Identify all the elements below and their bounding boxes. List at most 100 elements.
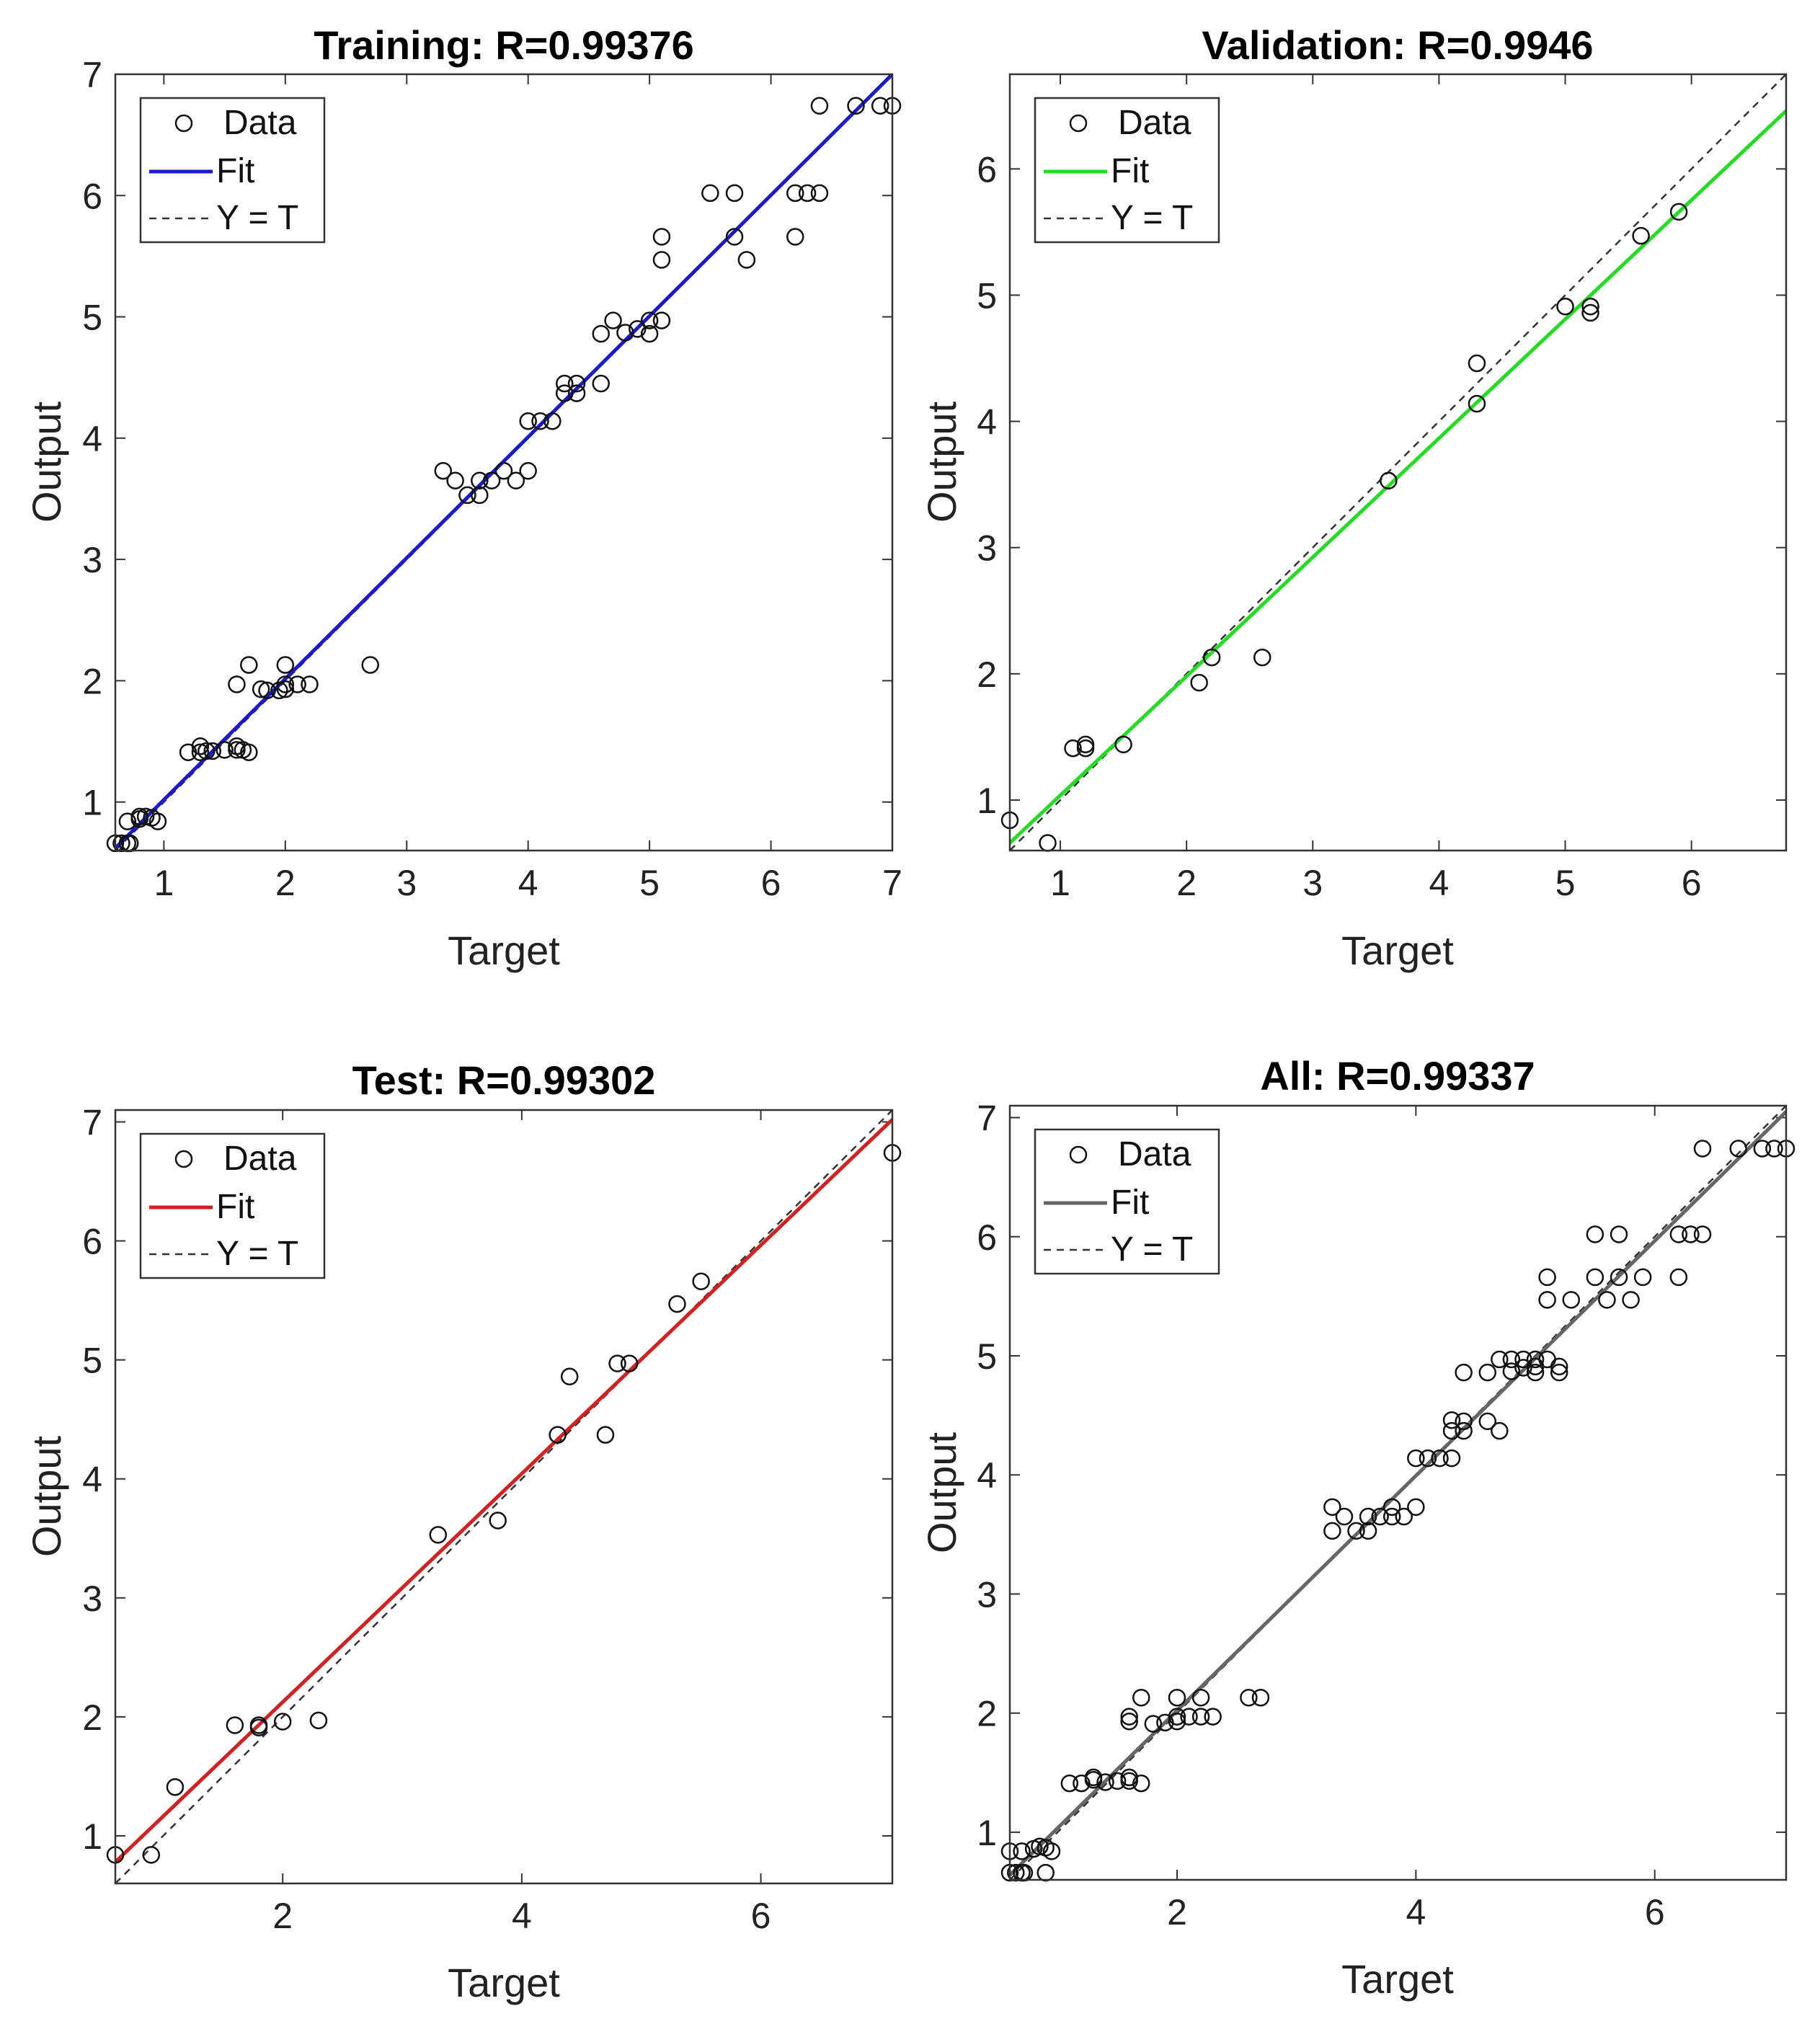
y-tick-label: 7 <box>977 1098 997 1139</box>
legend-entry: Data <box>1118 104 1191 142</box>
data-point <box>652 251 671 269</box>
data-point <box>640 311 659 329</box>
data-point <box>1598 1291 1616 1309</box>
y-tick-label: 3 <box>82 1579 102 1619</box>
data-point <box>1371 1507 1389 1526</box>
data-point <box>798 184 817 203</box>
axis-box <box>114 1109 894 1885</box>
legend-entry: Y = T <box>216 199 298 237</box>
y-tick-label: 5 <box>82 298 102 338</box>
fit-line <box>115 74 892 850</box>
y-tick-label: 1 <box>977 1813 997 1853</box>
data-point <box>737 251 756 269</box>
x-tick-label: 6 <box>1682 863 1702 903</box>
data-point <box>543 412 561 430</box>
data-point <box>1622 1291 1640 1309</box>
data-point <box>273 1713 292 1731</box>
data-point <box>555 374 574 393</box>
data-point <box>692 1272 710 1290</box>
data-point <box>1514 1359 1532 1377</box>
x-tick-label: 2 <box>272 1896 293 1936</box>
legend-entry: Y = T <box>216 1235 298 1273</box>
y-tick-label: 5 <box>82 1341 102 1381</box>
data-point <box>252 680 270 698</box>
data-point <box>616 324 634 342</box>
data-point <box>1753 1140 1772 1158</box>
data-point <box>1491 1421 1509 1440</box>
fit-line <box>1010 109 1786 845</box>
data-point <box>429 1526 448 1544</box>
data-point <box>1120 1712 1138 1731</box>
x-tick-label: 1 <box>154 863 174 903</box>
data-point <box>276 675 295 693</box>
y-axis-label: Output <box>24 401 69 523</box>
legend-entry: Fit <box>216 152 254 190</box>
panel-test: Test: R=0.99302 Target Output 2 4 6 1 2 3 4 5 6 7… <box>24 1057 902 2005</box>
data-point <box>668 1295 686 1313</box>
data-point <box>191 737 210 755</box>
axis-box <box>114 73 894 852</box>
x-tick-label: 6 <box>1645 1892 1665 1932</box>
data-point <box>1502 1362 1521 1380</box>
data-point <box>1610 1268 1628 1287</box>
y-axis-label: Output <box>919 1432 964 1554</box>
x-tick-label: 4 <box>1406 1892 1426 1932</box>
x-axis-label: Target <box>448 1960 560 2005</box>
y-tick-label: 2 <box>82 661 102 701</box>
legend-entry: Data <box>1118 1135 1191 1173</box>
data-point <box>1633 1268 1652 1287</box>
identity-line <box>115 1110 892 1883</box>
data-point <box>596 1426 615 1444</box>
data-point <box>1729 1140 1747 1158</box>
x-axis-label: Target <box>1341 928 1454 973</box>
data-point <box>203 742 221 760</box>
data-point <box>1491 1350 1509 1369</box>
legend-entry: Data <box>223 1140 297 1178</box>
data-point <box>1550 1363 1568 1382</box>
data-point <box>458 486 476 505</box>
data-point <box>1455 1363 1473 1382</box>
data-point <box>1455 1412 1473 1431</box>
data-point <box>1478 1412 1497 1431</box>
y-tick-label: 5 <box>977 1336 997 1377</box>
data-point <box>1347 1522 1365 1540</box>
data-point <box>1204 1708 1222 1726</box>
data-point <box>1478 1363 1497 1382</box>
data-point <box>871 97 889 115</box>
legend-data-marker <box>1069 114 1088 133</box>
x-tick-label: 3 <box>396 863 417 903</box>
x-tick-label: 4 <box>512 1896 532 1936</box>
data-point <box>1556 297 1574 316</box>
x-tick-label: 4 <box>518 863 538 903</box>
data-point <box>1042 1842 1061 1860</box>
data-point <box>519 462 537 480</box>
data-point <box>1191 1688 1210 1707</box>
data-point <box>1335 1507 1354 1526</box>
legend-entry: Fit <box>1111 1184 1149 1222</box>
data-point <box>1180 1708 1198 1726</box>
x-axis-label: Target <box>448 928 560 973</box>
data-point <box>240 656 258 674</box>
data-point <box>1526 1363 1545 1382</box>
legend-entry: Fit <box>216 1188 254 1226</box>
data-point <box>786 184 804 203</box>
y-tick-label: 1 <box>977 781 997 821</box>
y-axis-label: Output <box>919 401 964 523</box>
data-point <box>725 184 744 203</box>
legend-data-marker <box>1069 1145 1088 1164</box>
panel-title: Validation: R=0.9946 <box>1202 22 1593 68</box>
data-point <box>652 228 671 246</box>
data-point <box>1468 354 1486 373</box>
data-point <box>608 1354 626 1372</box>
data-point <box>1251 1688 1270 1707</box>
data-point <box>1108 1772 1127 1790</box>
data-point <box>1076 735 1095 754</box>
data-point <box>1380 471 1398 490</box>
data-point <box>1538 1268 1556 1287</box>
data-point <box>1359 1507 1377 1526</box>
data-point <box>1096 1773 1114 1791</box>
data-point <box>1586 1268 1604 1287</box>
data-point <box>1581 297 1599 316</box>
data-point <box>276 680 295 698</box>
data-point <box>549 1426 567 1444</box>
